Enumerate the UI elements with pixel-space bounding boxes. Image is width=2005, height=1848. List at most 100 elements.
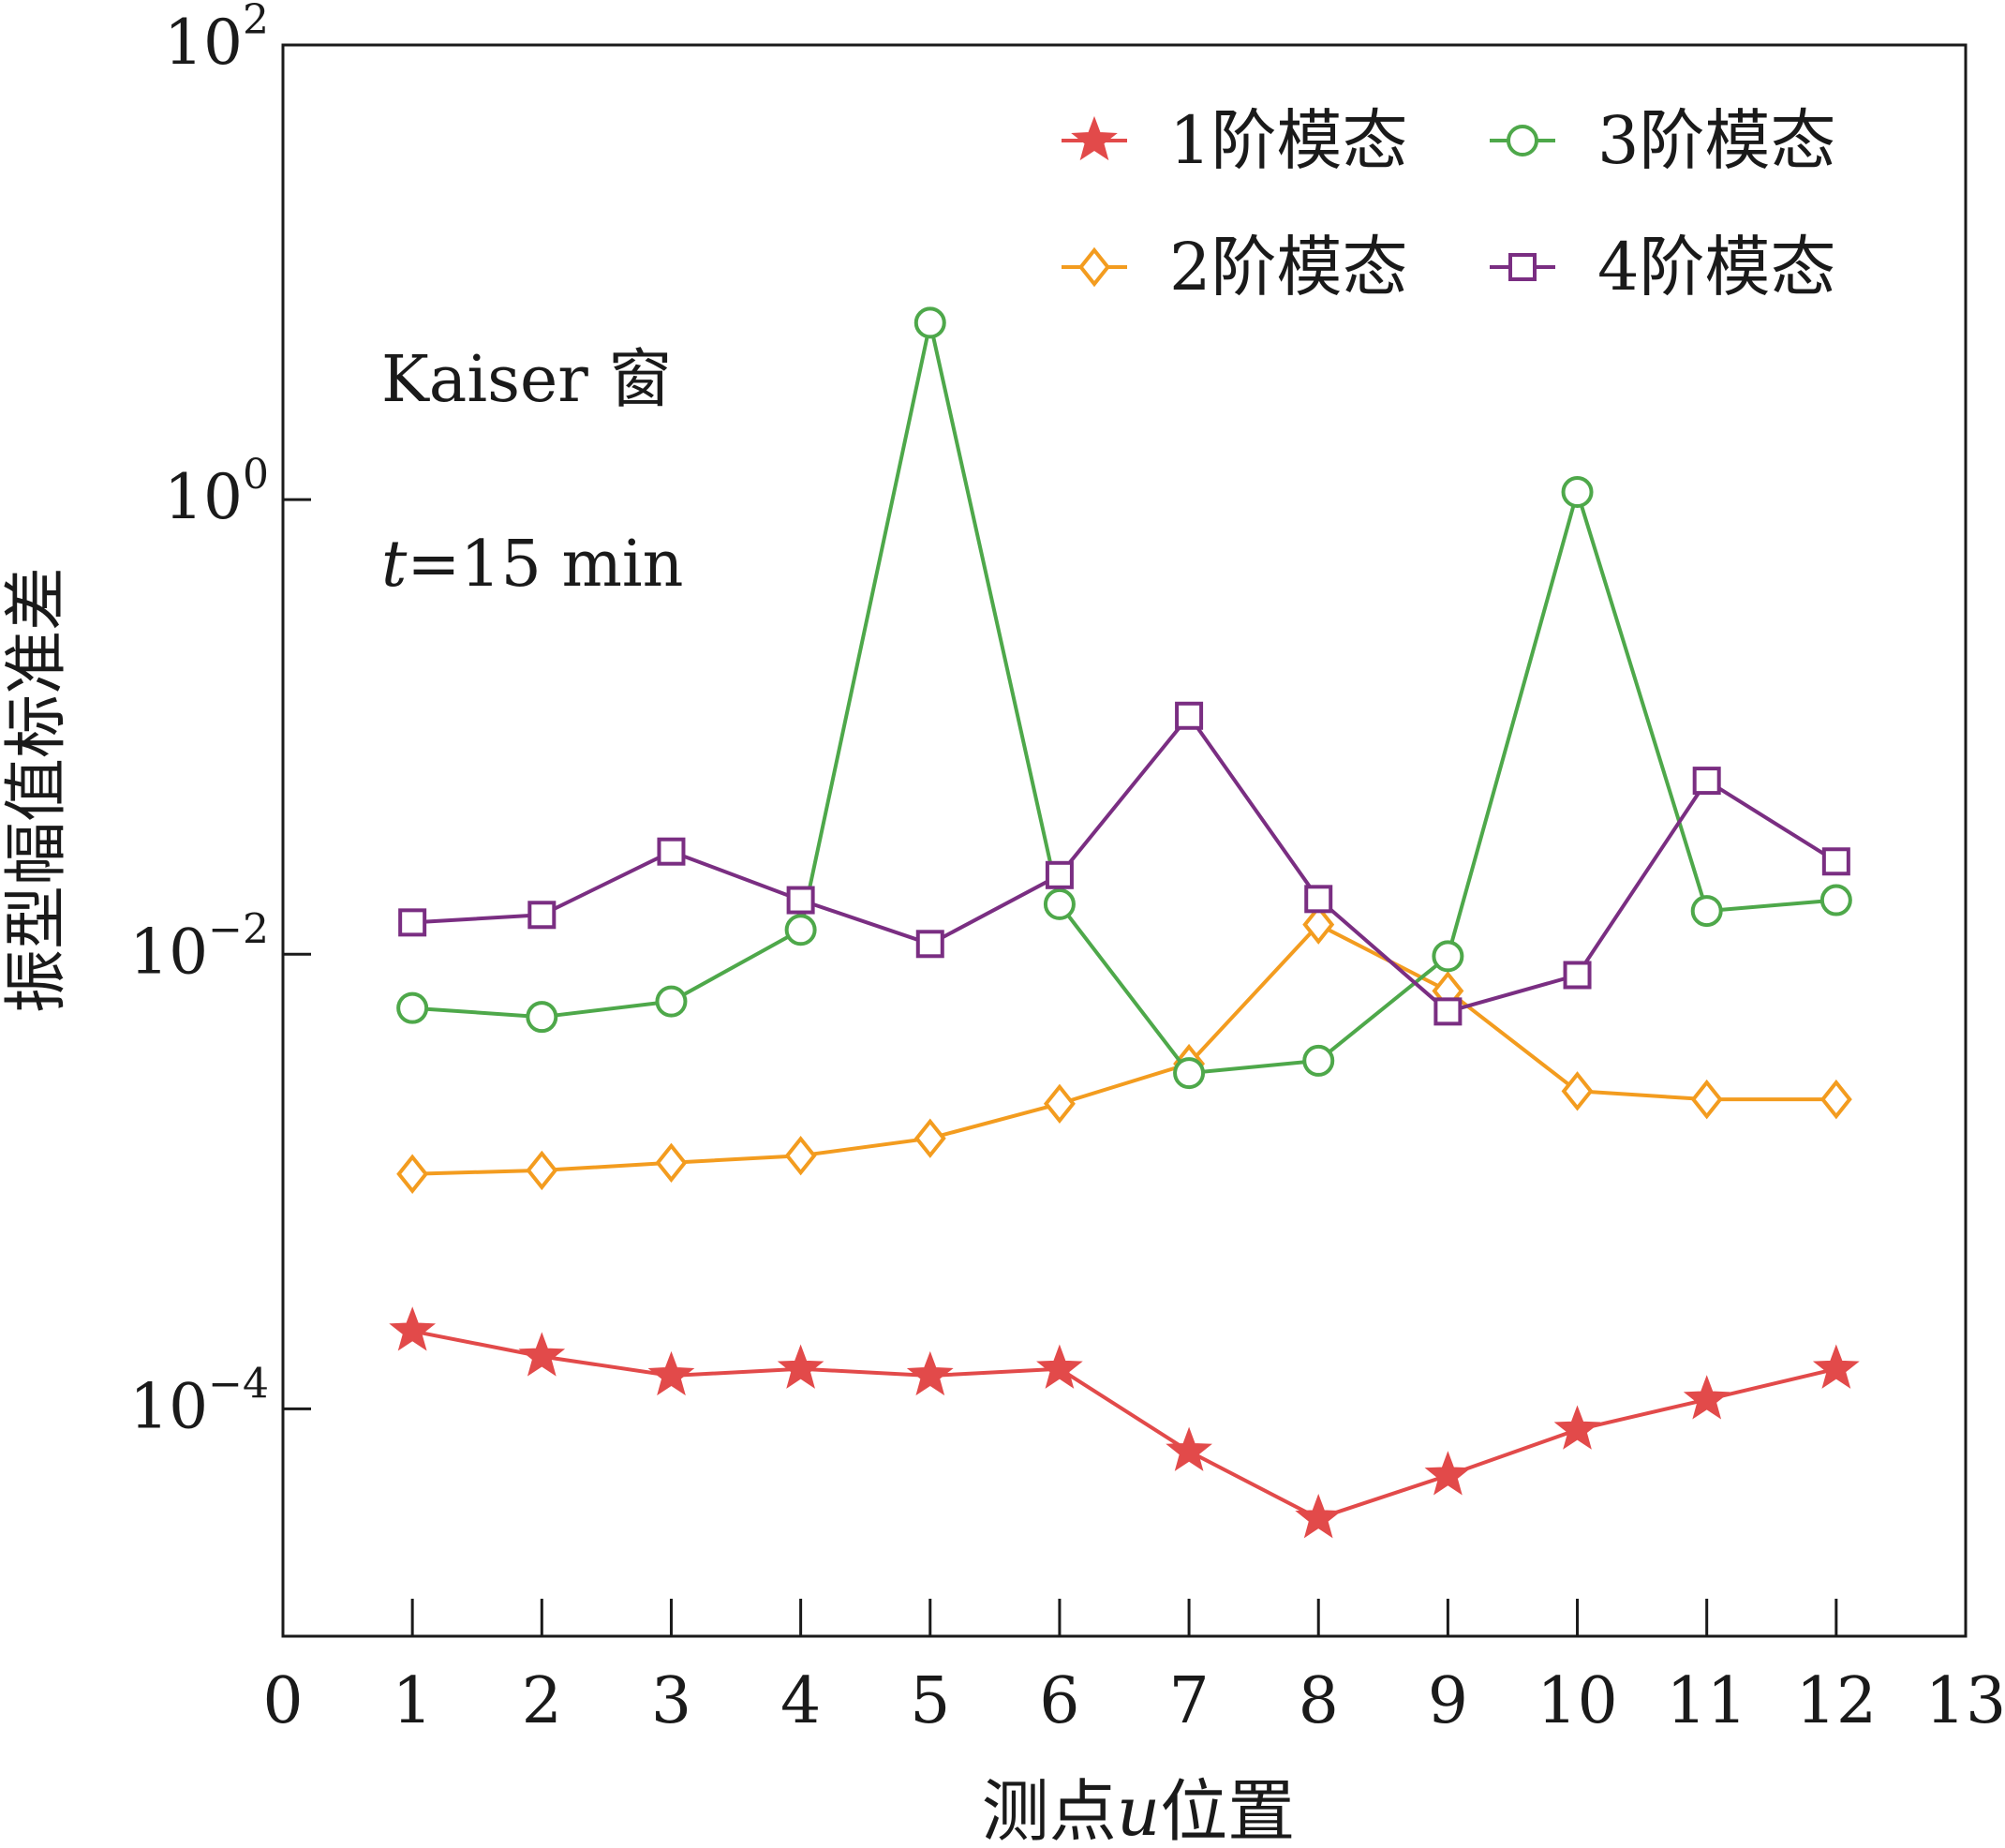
legend-marker xyxy=(1071,115,1118,161)
legend-item: 4阶模态 xyxy=(1490,229,1836,306)
y-tick-base: 10 xyxy=(164,461,243,533)
x-tick-label: 2 xyxy=(522,1664,562,1738)
x-axis-label-part1: 测点 xyxy=(982,1772,1117,1848)
annotation-time-value: =15 min xyxy=(407,528,683,602)
data-point xyxy=(1302,1044,1335,1077)
y-axis-label: 振型幅值标准差 xyxy=(0,567,74,1013)
data-point xyxy=(913,306,946,339)
data-point xyxy=(784,1136,817,1176)
data-point xyxy=(389,1306,437,1351)
annotation-window: Kaiser 窗 xyxy=(381,343,672,417)
data-point xyxy=(1036,1344,1083,1389)
series-line xyxy=(412,713,1837,1014)
data-point xyxy=(655,1142,688,1183)
x-tick-label: 7 xyxy=(1168,1664,1209,1738)
data-point xyxy=(526,1150,558,1191)
data-point xyxy=(913,1118,946,1158)
data-point xyxy=(1683,1375,1730,1420)
x-tick-label: 6 xyxy=(1039,1664,1079,1738)
data-point xyxy=(1295,1494,1343,1539)
legend-label: 2阶模态 xyxy=(1169,229,1408,306)
x-tick-label: 5 xyxy=(910,1664,950,1738)
legend-marker xyxy=(1508,253,1537,281)
y-tick-exponent: −4 xyxy=(208,1360,269,1408)
data-point xyxy=(1692,767,1721,796)
data-point xyxy=(1821,847,1850,876)
data-point xyxy=(906,1350,954,1396)
data-point xyxy=(1561,476,1594,509)
data-point xyxy=(1424,1451,1472,1496)
series-4 xyxy=(398,701,1850,1026)
x-tick-label: 3 xyxy=(651,1664,691,1738)
data-point xyxy=(1819,884,1852,917)
x-axis-label: 测点u位置 xyxy=(982,1772,1295,1848)
legend-item: 3阶模态 xyxy=(1490,102,1836,179)
series-line xyxy=(412,922,1836,1176)
series-layer xyxy=(389,306,1860,1539)
y-tick-base: 10 xyxy=(164,7,243,79)
legend-label: 4阶模态 xyxy=(1597,229,1836,306)
data-point xyxy=(1433,997,1463,1026)
data-point xyxy=(1690,895,1723,928)
data-point xyxy=(1561,1071,1594,1111)
data-point xyxy=(527,901,557,930)
x-axis-label-part2: 位置 xyxy=(1160,1772,1295,1848)
data-point xyxy=(786,886,815,915)
data-point xyxy=(1043,1083,1076,1124)
y-tick-label: 102 xyxy=(164,0,269,79)
data-point xyxy=(526,1001,558,1034)
series-2 xyxy=(396,904,1852,1194)
y-tick-label: 10−4 xyxy=(129,1360,269,1442)
legend-item: 2阶模态 xyxy=(1062,229,1408,306)
data-point xyxy=(1563,961,1592,990)
x-tick-label: 12 xyxy=(1796,1664,1878,1738)
series-line xyxy=(412,320,1836,1076)
data-point xyxy=(784,914,817,946)
x-tick-label: 13 xyxy=(1925,1664,2005,1738)
data-point xyxy=(1175,701,1204,730)
y-tick-label: 100 xyxy=(164,451,269,533)
data-point xyxy=(915,930,944,959)
legend-marker xyxy=(1507,125,1538,156)
y-tick-base: 10 xyxy=(129,1370,208,1442)
data-point xyxy=(777,1344,824,1389)
data-point xyxy=(1043,887,1076,920)
data-point xyxy=(1553,1405,1601,1450)
annotation-time-var: t xyxy=(381,528,408,602)
data-point xyxy=(1819,1079,1852,1120)
data-point xyxy=(1432,940,1464,973)
data-point xyxy=(657,837,686,866)
x-tick-label: 8 xyxy=(1299,1664,1339,1738)
x-tick-label: 4 xyxy=(780,1664,821,1738)
data-point xyxy=(396,1154,429,1194)
data-point xyxy=(1166,1426,1212,1471)
data-point xyxy=(396,991,429,1024)
data-point xyxy=(1173,1057,1206,1090)
data-point xyxy=(1302,904,1335,945)
data-point xyxy=(518,1332,566,1377)
series-1 xyxy=(389,1306,1860,1539)
annotation-time: t=15 min xyxy=(381,528,683,602)
x-tick-label: 1 xyxy=(393,1664,433,1738)
data-point xyxy=(1690,1079,1723,1120)
legend-label: 1阶模态 xyxy=(1169,102,1408,179)
data-point xyxy=(655,985,688,1018)
x-tick-label: 9 xyxy=(1428,1664,1468,1738)
y-tick-base: 10 xyxy=(129,916,208,988)
legend-label: 3阶模态 xyxy=(1597,102,1836,179)
legend-marker xyxy=(1078,246,1110,288)
x-tick-label: 0 xyxy=(262,1664,303,1738)
data-point xyxy=(647,1350,695,1396)
y-tick-exponent: 0 xyxy=(243,451,269,499)
plot-frame xyxy=(281,43,1968,1638)
series-line xyxy=(411,1329,1837,1521)
data-point xyxy=(1812,1344,1860,1389)
x-axis-label-var: u xyxy=(1117,1772,1160,1848)
x-tick-label: 11 xyxy=(1666,1664,1747,1738)
data-point xyxy=(1045,860,1074,889)
series-3 xyxy=(396,306,1852,1090)
y-tick-label: 10−2 xyxy=(129,905,269,988)
data-point xyxy=(1304,885,1333,914)
